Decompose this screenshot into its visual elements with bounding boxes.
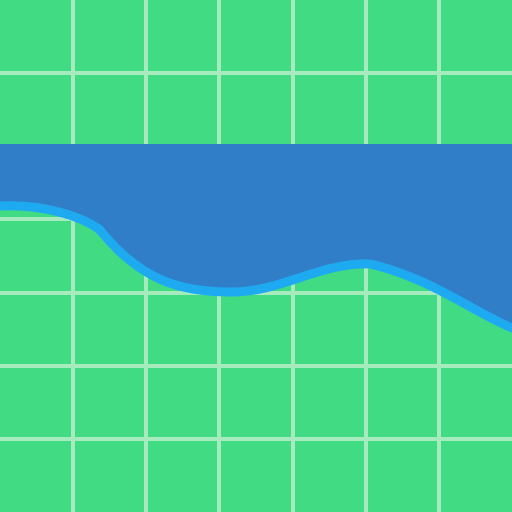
water-body — [0, 144, 512, 328]
water-shoreline — [0, 201, 512, 333]
